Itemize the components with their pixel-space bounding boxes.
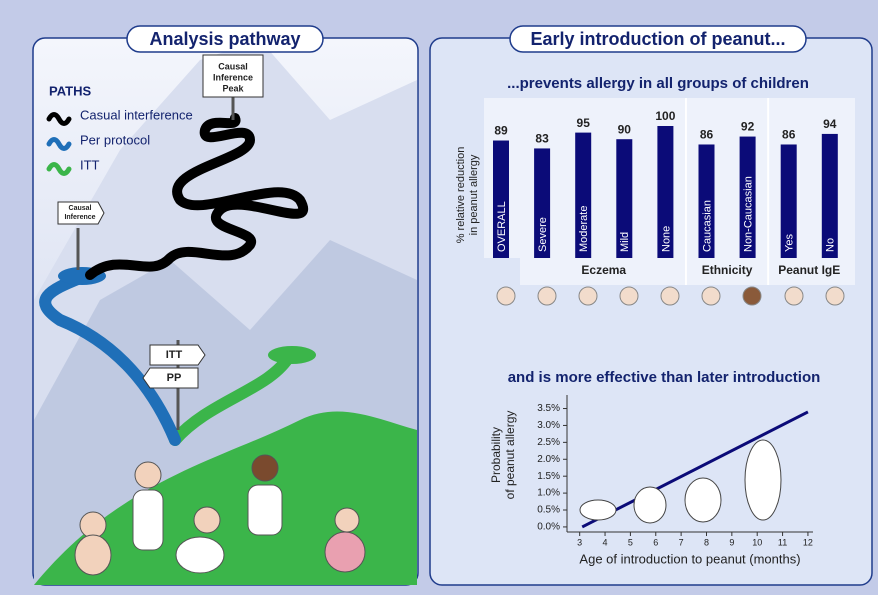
sign-board — [202, 54, 264, 98]
x-tick-label: 11 — [778, 537, 787, 547]
panel-title: Analysis pathway — [149, 29, 300, 49]
title-pill — [509, 25, 807, 53]
x-tick-label: 9 — [729, 537, 734, 547]
group-band — [520, 258, 855, 285]
chart-title: ...prevents allergy in all groups of chi… — [507, 75, 809, 92]
y-tick-label: 2.0% — [537, 454, 560, 465]
x-tick-label: 10 — [752, 537, 762, 547]
sign-text: Causal — [218, 61, 248, 71]
legend-label: Per protocol — [80, 132, 150, 147]
value-label: 94 — [823, 117, 837, 131]
value-label: 92 — [741, 120, 755, 134]
legend-swatch — [46, 162, 72, 176]
itt-end — [268, 346, 316, 364]
y-axis-label: of peanut allergy — [503, 411, 517, 500]
value-label: 89 — [494, 124, 508, 138]
sign-text: PP — [167, 372, 182, 384]
y-axis-label: in peanut allergy — [468, 154, 480, 235]
category-label: None — [660, 226, 672, 252]
sign-board — [149, 344, 206, 366]
y-tick-label: 3.0% — [537, 420, 560, 431]
age-babies — [579, 439, 782, 524]
x-tick-label: 7 — [679, 537, 684, 547]
value-label: 100 — [655, 109, 675, 123]
x-tick-label: 12 — [803, 537, 813, 547]
category-label: OVERALL — [496, 201, 508, 252]
group-label: Eczema — [581, 263, 626, 277]
category-label: No — [825, 238, 837, 252]
legend-label: Casual interference — [80, 107, 193, 122]
value-label: 86 — [782, 128, 796, 142]
sign-text: Inference — [213, 72, 253, 82]
bar — [698, 144, 715, 258]
bar — [739, 136, 756, 258]
x-tick-label: 6 — [653, 537, 658, 547]
y-axis-label: % relative reduction — [455, 147, 467, 244]
category-label: Moderate — [578, 206, 590, 252]
baby-row — [496, 286, 845, 306]
value-label: 95 — [577, 116, 591, 130]
category-label: Yes — [784, 234, 796, 252]
bar — [821, 133, 838, 258]
bar — [534, 148, 551, 258]
sign-text: Causal — [69, 205, 92, 212]
group-label: Peanut IgE — [778, 263, 840, 277]
chart-title: and is more effective than later introdu… — [508, 369, 821, 386]
category-label: Mild — [619, 232, 631, 252]
x-axis-label: Age of introduction to peanut (months) — [579, 551, 800, 566]
title-pill — [126, 25, 324, 53]
y-tick-label: 1.5% — [537, 471, 560, 482]
legend-label: ITT — [80, 157, 100, 172]
sign-text: Inference — [64, 214, 95, 221]
group-label: Ethnicity — [702, 263, 753, 277]
x-tick-label: 4 — [603, 537, 608, 547]
panel-title: Early introduction of peanut... — [530, 29, 785, 49]
legend-swatch — [46, 137, 72, 151]
value-label: 90 — [618, 122, 632, 136]
bar — [616, 139, 633, 258]
x-tick-label: 8 — [704, 537, 709, 547]
bar — [780, 144, 797, 258]
category-label: Caucasian — [701, 200, 713, 252]
value-label: 83 — [535, 132, 549, 146]
sign-text: ITT — [166, 349, 183, 361]
x-tick-label: 3 — [577, 537, 582, 547]
pp-path — [39, 272, 181, 446]
bar — [493, 140, 509, 258]
causal-path — [85, 113, 308, 280]
itt-path — [169, 349, 296, 446]
x-tick-label: 5 — [628, 537, 633, 547]
children-illustration — [74, 454, 366, 576]
y-tick-label: 2.5% — [537, 437, 560, 448]
bar — [657, 126, 674, 258]
green-hill — [34, 411, 417, 585]
value-label: 86 — [700, 128, 714, 142]
category-label: Non-Caucasian — [743, 176, 755, 252]
bar — [575, 132, 592, 258]
line-series — [581, 410, 809, 529]
legend-swatch — [46, 112, 72, 126]
category-label: Severe — [537, 217, 549, 252]
sign-board — [57, 201, 105, 225]
y-tick-label: 3.5% — [537, 403, 560, 414]
sign-board — [142, 367, 199, 389]
y-tick-label: 1.0% — [537, 488, 560, 499]
y-axis-label: Probability — [489, 427, 503, 483]
y-tick-label: 0.5% — [537, 505, 560, 516]
legend-title: PATHS — [49, 83, 91, 98]
sign-text: Peak — [222, 83, 244, 93]
y-tick-label: 0.0% — [537, 522, 560, 533]
